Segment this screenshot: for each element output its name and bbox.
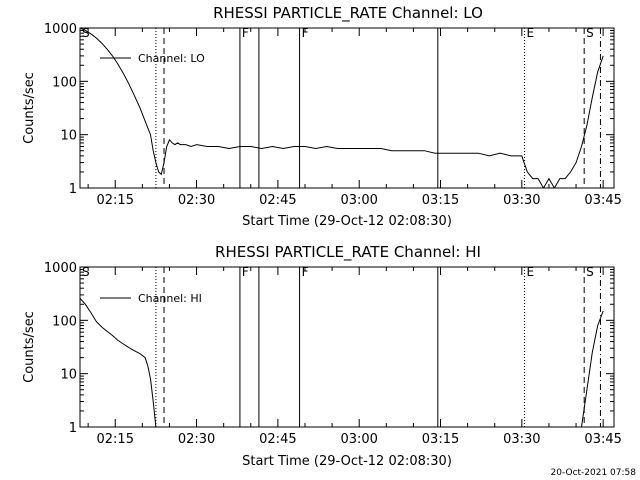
legend-label-hi: Channel: HI [138,292,202,305]
x-tick-label: 02:45 [259,193,296,208]
panel-lo: RHESSI PARTICLE_RATE Channel: LO Start T… [22,4,615,229]
x-tick-label: 03:45 [584,432,621,447]
x-axis-label-lo: Start Time (29-Oct-12 02:08:30) [242,214,452,229]
legend-label-lo: Channel: LO [138,52,205,65]
event-marker-label: S [82,26,90,40]
x-tick-label: 03:15 [422,193,459,208]
timestamp-footer: 20-Oct-2021 07:58 [551,468,637,478]
y-tick-label: 1 [69,182,77,197]
event-marker-label: S [82,265,90,279]
legend-hi: Channel: HI [100,292,202,305]
event-marker-label: S [586,26,594,40]
x-tick-label: 02:15 [97,432,134,447]
x-tick-label: 03:00 [340,193,377,208]
x-tick-label: 03:45 [584,193,621,208]
chart-title-hi: RHESSI PARTICLE_RATE Channel: HI [215,243,481,262]
y-tick-label: 10 [60,368,77,383]
y-tick-label: 1000 [44,22,77,37]
x-tick-label: 02:30 [178,432,215,447]
event-marker-label: E [527,26,535,40]
plot-frame-hi [79,266,615,428]
y-tick-label: 10 [60,129,77,144]
event-marker-label: E [527,265,535,279]
y-tick-label: 1000 [44,261,77,276]
panel-hi-plot [80,267,604,427]
axes-hi [80,266,614,428]
x-tick-label: 02:15 [97,193,134,208]
x-tick-label: 03:30 [503,193,540,208]
y-axis-label-lo: Counts/sec [22,72,37,144]
y-tick-label: 1 [69,421,77,436]
event-marker-label: F [302,265,309,279]
x-tick-label: 03:30 [503,432,540,447]
x-tick-label: 02:30 [178,193,215,208]
event-marker-label: S [586,265,594,279]
x-tick-label: 02:45 [259,432,296,447]
series-line [80,28,604,188]
series-line [80,297,604,427]
event-marker-label: F [242,265,249,279]
event-marker-label: F [302,26,309,40]
plot-frame-lo [79,27,615,189]
chart-title-lo: RHESSI PARTICLE_RATE Channel: LO [213,4,483,23]
legend-lo: Channel: LO [100,52,205,65]
panel-hi: RHESSI PARTICLE_RATE Channel: HI Start T… [22,243,615,469]
axes-lo [80,27,614,189]
y-tick-label: 100 [52,314,77,329]
x-tick-label: 03:15 [422,432,459,447]
x-axis-label-hi: Start Time (29-Oct-12 02:08:30) [242,454,452,469]
x-tick-label: 03:00 [340,432,377,447]
y-tick-label: 100 [52,75,77,90]
event-marker-label: F [242,26,249,40]
y-axis-label-hi: Counts/sec [22,311,37,383]
panel-lo-plot [80,28,604,188]
